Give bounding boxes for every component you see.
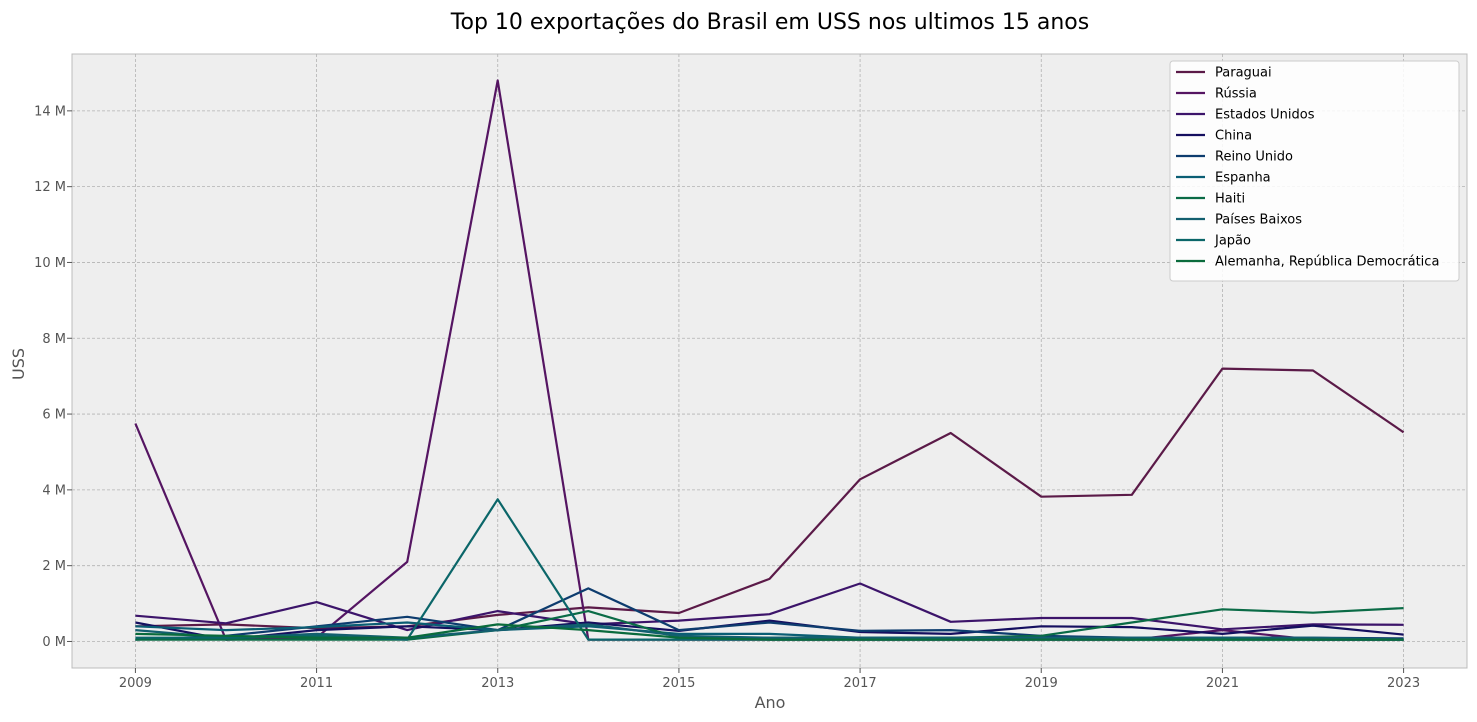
x-tick-label: 2021 bbox=[1206, 676, 1239, 691]
legend-entry: Países Baixos bbox=[1215, 213, 1302, 228]
x-tick-label: 2013 bbox=[481, 676, 514, 691]
x-tick-label: 2023 bbox=[1387, 676, 1420, 691]
x-tick-label: 2011 bbox=[300, 676, 333, 691]
x-tick-label: 2017 bbox=[844, 676, 877, 691]
legend-entry: Haiti bbox=[1215, 192, 1245, 207]
y-tick-label: 4 M bbox=[42, 483, 66, 498]
x-tick-label: 2015 bbox=[662, 676, 695, 691]
legend-entry: Reino Unido bbox=[1215, 150, 1293, 165]
chart-title: Top 10 exportações do Brasil em USS nos … bbox=[450, 10, 1089, 35]
y-tick-label: 0 M bbox=[42, 635, 66, 650]
legend-entry: Alemanha, República Democrática bbox=[1215, 255, 1439, 270]
series-line-paraguai bbox=[135, 367, 1405, 630]
legend: Paraguai Rússia Estados Unidos China Reino U… bbox=[1169, 60, 1460, 282]
legend-box bbox=[1169, 60, 1460, 282]
y-tick-label: 2 M bbox=[42, 559, 66, 574]
series-line-paises-baixos bbox=[135, 623, 1404, 641]
x-axis-label: Ano bbox=[755, 693, 786, 712]
legend-entry: Espanha bbox=[1215, 171, 1271, 186]
y-tick-label: 8 M bbox=[42, 332, 66, 347]
legend-entry: Rússia bbox=[1215, 87, 1257, 102]
y-tick-label: 12 M bbox=[34, 180, 66, 195]
x-tick-label: 2019 bbox=[1025, 676, 1058, 691]
series-lines bbox=[134, 79, 1405, 641]
legend-entry: Estados Unidos bbox=[1215, 108, 1315, 123]
series-line-china bbox=[135, 619, 1404, 641]
y-tick-label: 10 M bbox=[34, 256, 66, 271]
y-axis-label: USS bbox=[9, 348, 28, 380]
legend-entry: Paraguai bbox=[1215, 66, 1272, 81]
legend-entry: Japão bbox=[1214, 234, 1251, 249]
series-line-alemanha-republica-democratica bbox=[135, 623, 1404, 641]
y-tick-label: 14 M bbox=[34, 104, 66, 119]
grid bbox=[72, 54, 1467, 668]
axis-ticks: 2009 2011 2013 2015 2017 2019 2021 2023 0 M 2 M 4 … bbox=[34, 104, 1420, 691]
y-tick-label: 6 M bbox=[42, 408, 66, 423]
series-line-estados-unidos bbox=[135, 582, 1404, 632]
legend-entry: China bbox=[1215, 129, 1252, 144]
x-tick-label: 2009 bbox=[119, 676, 152, 691]
